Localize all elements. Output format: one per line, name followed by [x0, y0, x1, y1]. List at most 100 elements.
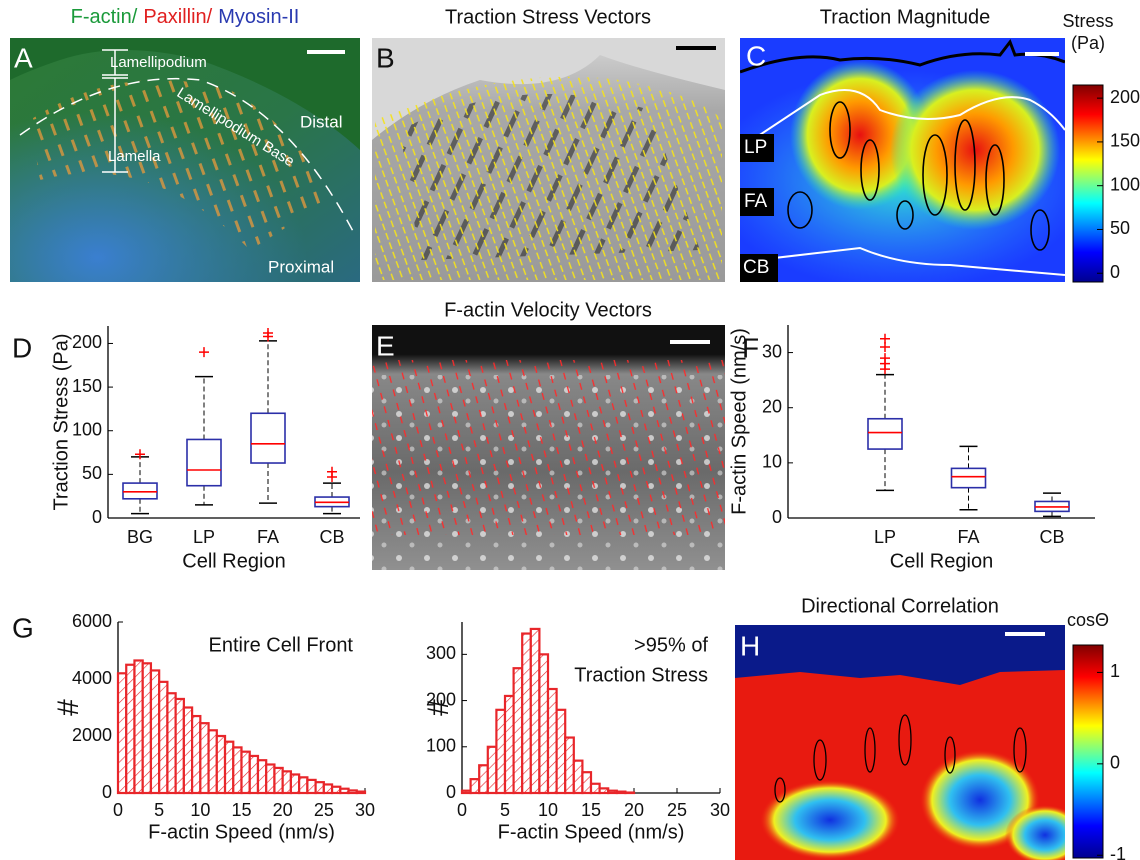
contour [985, 144, 1005, 216]
y-axis-label: # [422, 699, 455, 716]
y-tick-label: 6000 [72, 611, 112, 631]
bar [347, 789, 358, 795]
y-axis-label: Traction Stress (Pa) [50, 333, 72, 510]
scale-bar [676, 46, 716, 50]
panel-title: Directional Correlation [801, 595, 999, 617]
bar [223, 740, 235, 795]
bar [116, 672, 128, 795]
bar [486, 745, 498, 795]
x-tick-label: FA [957, 527, 979, 547]
contour [896, 200, 914, 230]
bar [322, 783, 334, 795]
x-axis-label: Cell Region [182, 550, 285, 572]
image-layer [30, 80, 330, 250]
y-tick-label: 200 [426, 689, 456, 709]
y-tick-label: 30 [762, 341, 782, 361]
bar [182, 706, 194, 795]
y-tick-label: 0 [446, 782, 456, 802]
colorbar [1072, 644, 1104, 859]
bar [598, 787, 610, 795]
bar [298, 776, 309, 795]
y-tick-label: 300 [426, 643, 456, 663]
x-tick-label: CB [319, 527, 344, 547]
region-label: CB [743, 257, 769, 278]
annotation: >95% of [634, 634, 708, 656]
bar [521, 632, 532, 795]
bar [538, 653, 550, 795]
bar [158, 680, 169, 795]
x-axis-label: F-actin Speed (nm/s) [498, 821, 685, 843]
x-tick-label: 0 [113, 800, 123, 820]
bar [564, 736, 575, 795]
bar [125, 663, 136, 795]
bar [529, 627, 541, 795]
bar [215, 734, 227, 795]
panel-title: Traction Stress Vectors [445, 6, 651, 28]
bar [607, 789, 618, 795]
title-part: F-actin/ [71, 6, 138, 28]
bar [589, 782, 601, 795]
panel-title: F-actin Velocity Vectors [444, 299, 652, 321]
bar [166, 692, 177, 795]
colorbar-tick-label: 0 [1110, 262, 1120, 282]
y-tick-label: 0 [92, 507, 102, 527]
contour [813, 739, 827, 781]
bar [469, 778, 481, 795]
contour [954, 119, 976, 211]
box [950, 467, 987, 489]
panel-label: D [12, 332, 32, 363]
bar [281, 770, 292, 795]
y-tick-label: 2000 [72, 725, 112, 745]
y-tick-label: 20 [762, 396, 782, 416]
bar [199, 722, 210, 795]
bar [512, 667, 524, 795]
outlier [263, 327, 273, 338]
image-layer [10, 38, 360, 150]
panel-label: G [12, 612, 34, 643]
y-tick-label: 10 [762, 452, 782, 472]
x-tick-label: LP [874, 527, 896, 547]
annotation: Traction Stress [574, 664, 708, 686]
image-layer [372, 38, 725, 140]
x-tick-label: 15 [581, 800, 601, 820]
y-tick-label: 150 [72, 376, 102, 396]
bar [191, 714, 202, 795]
y-tick-label: 100 [426, 736, 456, 756]
x-axis-label: Cell Region [890, 550, 993, 572]
image-a [10, 38, 360, 282]
bar [232, 746, 243, 795]
heat-blob [760, 780, 900, 860]
bar [460, 789, 472, 795]
bar [503, 694, 515, 795]
colorbar-label: Stress [1062, 11, 1113, 31]
bar [355, 790, 367, 795]
x-tick-label: 10 [538, 800, 558, 820]
colorbar-tick-label: -1 [1110, 844, 1126, 860]
bar [265, 763, 276, 795]
panel-title: F-actin/Paxillin/Myosin-II [71, 6, 300, 28]
x-tick-label: 30 [355, 800, 375, 820]
scale-bar [307, 50, 345, 54]
bar [240, 750, 251, 795]
image-c [740, 38, 1065, 282]
annotation: Entire Cell Front [209, 634, 354, 656]
box [250, 412, 286, 464]
bar [330, 785, 342, 795]
bar [581, 771, 593, 795]
title-part: Myosin-II [218, 6, 299, 28]
contour [774, 777, 786, 803]
contour [864, 727, 876, 773]
panel-label: A [14, 42, 33, 73]
x-tick-label: 0 [457, 800, 467, 820]
y-axis-label: # [52, 699, 85, 716]
bar [248, 754, 260, 795]
colorbar-tick-label: 50 [1110, 218, 1130, 238]
x-tick-label: 10 [190, 800, 210, 820]
y-tick-label: 50 [82, 463, 102, 483]
bracket [102, 49, 128, 173]
vector-field [372, 360, 725, 535]
panel-label: B [376, 42, 395, 73]
bar [133, 659, 144, 795]
x-tick-label: 30 [710, 800, 730, 820]
